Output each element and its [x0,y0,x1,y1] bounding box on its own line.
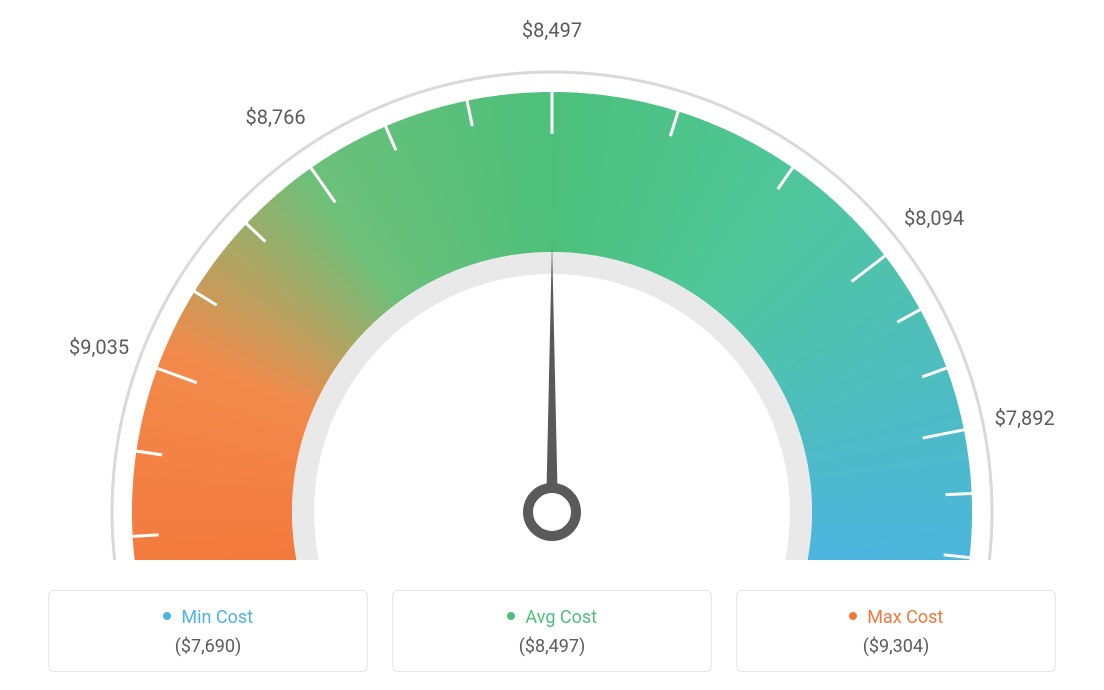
legend-value-max: ($9,304) [749,636,1043,657]
legend-value-avg: ($8,497) [405,636,699,657]
legend-title-text: Max Cost [867,607,943,628]
gauge-tick-label: $8,766 [245,105,305,129]
legend-title-min: Min Cost [61,607,355,628]
dot-icon [849,612,857,620]
gauge-tick-label: $7,892 [995,406,1055,430]
legend-title-text: Avg Cost [525,607,597,628]
cost-gauge: $7,690$7,892$8,094$8,497$8,766$9,035$9,3… [0,0,1104,560]
legend-card-min: Min Cost ($7,690) [48,590,368,672]
dot-icon [507,612,515,620]
gauge-tick-label: $8,497 [522,18,582,42]
gauge-tick-label: $9,035 [69,335,129,359]
legend-card-max: Max Cost ($9,304) [736,590,1056,672]
legend-title-text: Min Cost [181,607,253,628]
legend-title-max: Max Cost [749,607,1043,628]
gauge-svg [0,0,1104,560]
legend-card-avg: Avg Cost ($8,497) [392,590,712,672]
legend-title-avg: Avg Cost [405,607,699,628]
gauge-tick-label: $8,094 [904,206,964,230]
legend-value-min: ($7,690) [61,636,355,657]
legend-row: Min Cost ($7,690) Avg Cost ($8,497) Max … [0,590,1104,672]
dot-icon [163,612,171,620]
